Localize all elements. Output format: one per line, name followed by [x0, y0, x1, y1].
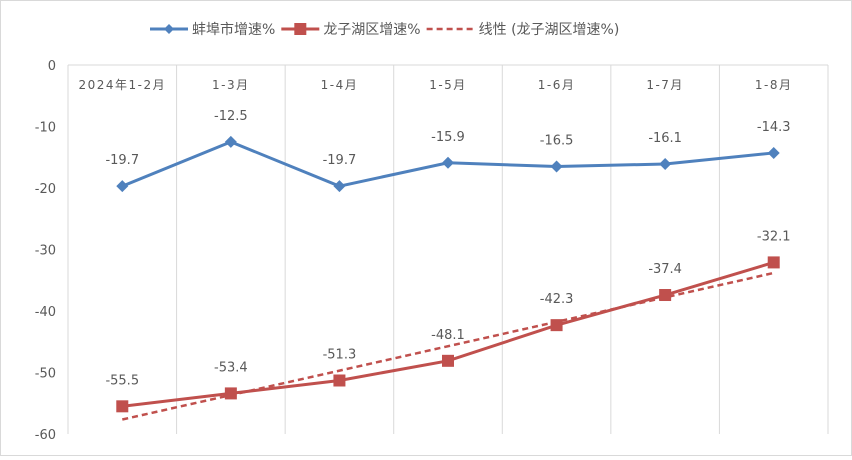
data-label: -19.7	[323, 153, 357, 168]
square-marker	[767, 256, 780, 269]
y-tick-label: -60	[35, 428, 56, 443]
square-marker	[116, 400, 129, 413]
diamond-marker	[659, 158, 672, 171]
y-tick-label: -10	[35, 121, 56, 136]
data-label: -51.3	[323, 347, 357, 362]
legend-label: 线性 (龙子湖区增速%)	[479, 22, 620, 38]
data-label: -37.4	[648, 262, 682, 277]
data-label: -19.7	[105, 153, 139, 168]
x-tick-label: 1-5月	[429, 78, 467, 92]
square-marker	[442, 354, 454, 367]
square-marker	[224, 387, 237, 400]
y-tick-label: -20	[35, 182, 56, 197]
y-tick-label: -50	[35, 367, 56, 382]
data-label: -32.1	[757, 229, 791, 244]
diamond-marker	[550, 160, 563, 173]
x-tick-label: 2024年1-2月	[78, 78, 166, 92]
y-tick-label: -30	[35, 244, 56, 259]
data-label: -53.4	[214, 360, 248, 375]
data-label: -55.5	[105, 373, 139, 388]
data-label: -42.3	[540, 292, 574, 307]
diamond-marker	[333, 180, 346, 193]
x-tick-label: 1-6月	[538, 78, 576, 92]
diamond-marker	[224, 135, 237, 148]
y-tick-label: -40	[35, 305, 56, 320]
diamond-marker	[116, 180, 129, 193]
data-label: -14.3	[757, 120, 791, 135]
legend-label: 龙子湖区增速%	[323, 22, 420, 38]
data-label: -12.5	[214, 109, 248, 124]
diamond-marker	[767, 146, 780, 159]
legend-square-icon	[294, 23, 307, 35]
data-label: -16.1	[648, 131, 682, 146]
legend-label: 蚌埠市增速%	[192, 21, 275, 38]
square-marker	[550, 319, 563, 332]
y-tick-label: 0	[48, 59, 56, 74]
diamond-marker	[442, 156, 454, 169]
square-marker	[333, 374, 346, 387]
x-tick-label: 1-3月	[212, 78, 250, 92]
x-tick-label: 1-4月	[321, 78, 359, 92]
data-label: -16.5	[540, 133, 574, 148]
legend-diamond-icon	[164, 24, 174, 34]
data-label: -48.1	[431, 328, 465, 343]
square-marker	[659, 289, 672, 302]
x-tick-label: 1-7月	[646, 78, 684, 92]
x-tick-label: 1-8月	[755, 78, 793, 92]
data-label: -15.9	[431, 130, 465, 145]
